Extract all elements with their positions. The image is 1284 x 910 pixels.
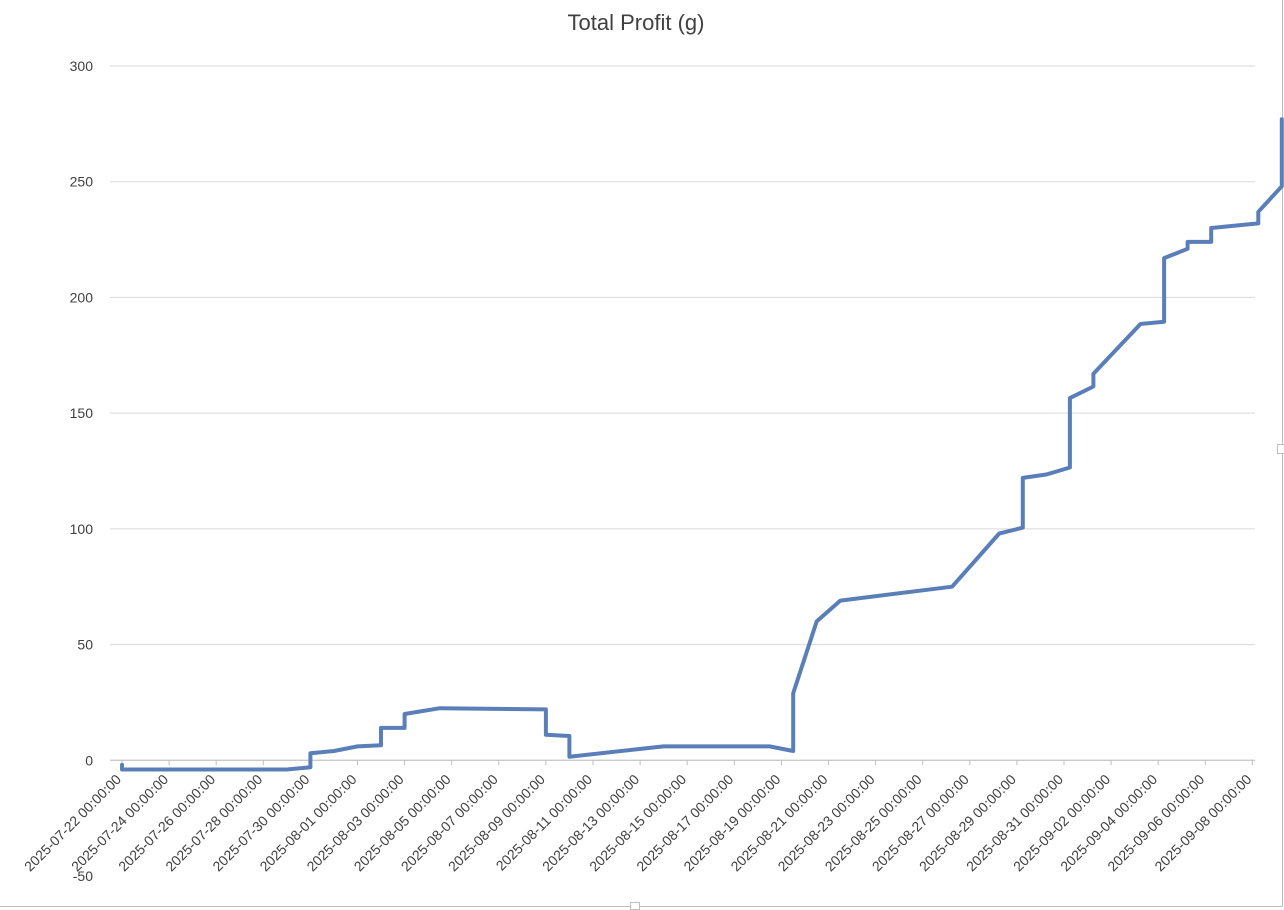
y-tick-label: -50 bbox=[73, 868, 93, 884]
y-tick-label: 250 bbox=[70, 174, 94, 190]
resize-handle-right[interactable] bbox=[1277, 444, 1284, 454]
chart-title: Total Profit (g) bbox=[567, 10, 705, 35]
series-line-total-profit bbox=[120, 117, 1284, 772]
y-tick-label: 300 bbox=[70, 58, 94, 74]
y-tick-label: 200 bbox=[70, 289, 94, 305]
y-tick-label: 150 bbox=[70, 405, 94, 421]
y-tick-label: 0 bbox=[85, 752, 93, 768]
y-tick-label: 100 bbox=[70, 521, 94, 537]
resize-handle-bottom[interactable] bbox=[630, 902, 640, 910]
y-tick-label: 50 bbox=[77, 637, 93, 653]
